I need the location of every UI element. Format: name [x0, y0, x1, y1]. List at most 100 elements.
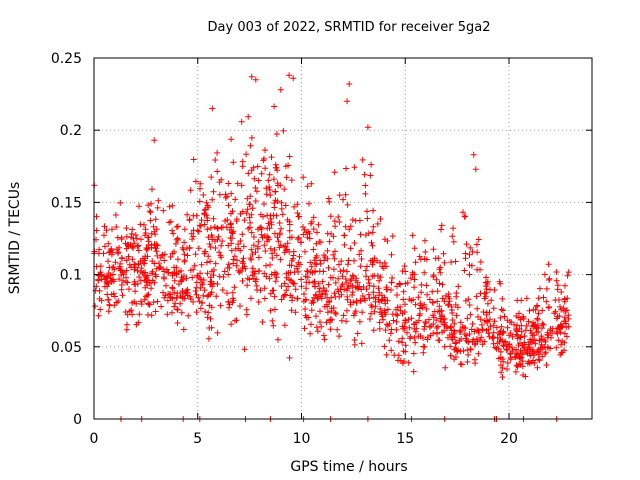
- data-point: [301, 325, 308, 332]
- data-point: [363, 286, 370, 293]
- data-point: [560, 307, 567, 314]
- data-point: [284, 216, 291, 223]
- data-point: [523, 349, 530, 356]
- data-point: [553, 344, 560, 351]
- data-point: [412, 339, 419, 346]
- data-point: [451, 320, 458, 327]
- data-point: [541, 271, 548, 278]
- data-point: [166, 219, 173, 226]
- data-point: [520, 315, 527, 322]
- data-point: [370, 207, 377, 214]
- data-point: [368, 161, 375, 168]
- data-point: [217, 302, 224, 309]
- data-point: [517, 347, 524, 354]
- data-point: [563, 307, 570, 314]
- data-point: [160, 274, 167, 281]
- data-point: [228, 136, 235, 143]
- data-point: [436, 303, 443, 310]
- data-point: [261, 201, 267, 207]
- data-point: [408, 297, 415, 304]
- data-point: [261, 242, 268, 249]
- data-point: [370, 223, 377, 230]
- data-point: [514, 332, 521, 339]
- data-point: [301, 291, 307, 297]
- data-point: [153, 241, 160, 248]
- data-point: [484, 281, 491, 287]
- data-point: [225, 261, 232, 268]
- data-point: [369, 242, 376, 249]
- data-point: [118, 234, 125, 241]
- data-point: [344, 268, 350, 275]
- data-point: [536, 357, 543, 364]
- data-point: [462, 297, 469, 304]
- data-point: [290, 75, 297, 82]
- data-point: [144, 234, 151, 241]
- data-point: [486, 309, 493, 316]
- data-point: [456, 337, 463, 344]
- data-point: [105, 308, 112, 315]
- plot-frame: [93, 57, 593, 420]
- data-point: [166, 203, 173, 210]
- data-point: [119, 292, 126, 299]
- data-point: [449, 233, 456, 240]
- data-point: [502, 339, 508, 346]
- data-point: [289, 294, 296, 301]
- data-point: [258, 170, 265, 177]
- data-point: [395, 357, 401, 364]
- data-point: [399, 335, 406, 342]
- data-point: [310, 214, 317, 221]
- data-point: [219, 287, 226, 293]
- data-point: [454, 304, 461, 311]
- data-point: [269, 317, 276, 324]
- data-point: [436, 337, 443, 344]
- data-point: [558, 349, 565, 356]
- data-point: [380, 265, 387, 272]
- data-point: [323, 288, 330, 294]
- data-point: [431, 308, 438, 315]
- data-points: [91, 72, 572, 422]
- data-point: [307, 259, 314, 266]
- data-point: [421, 255, 428, 262]
- data-point: [416, 253, 423, 260]
- data-point: [109, 226, 115, 233]
- data-point: [534, 316, 541, 323]
- data-point: [278, 296, 285, 303]
- data-point: [543, 285, 550, 292]
- data-point: [558, 341, 564, 348]
- data-point: [170, 230, 177, 237]
- data-point: [383, 351, 390, 358]
- data-point: [264, 233, 271, 240]
- data-point: [473, 293, 480, 300]
- data-point: [244, 282, 251, 289]
- data-point: [188, 296, 194, 302]
- data-point: [327, 213, 334, 220]
- data-point: [308, 220, 314, 227]
- data-point: [366, 316, 373, 322]
- data-point: [317, 308, 323, 315]
- data-point: [267, 192, 274, 199]
- data-point: [302, 296, 309, 303]
- y-tick-label: 0.05: [51, 340, 82, 356]
- data-point: [286, 262, 293, 269]
- data-point: [261, 285, 268, 292]
- data-point: [250, 242, 257, 249]
- data-point: [390, 317, 397, 324]
- data-point: [205, 234, 212, 241]
- data-point: [239, 208, 246, 215]
- data-point: [278, 225, 284, 232]
- data-point: [369, 229, 376, 236]
- data-point: [207, 281, 214, 288]
- data-point: [507, 330, 514, 337]
- data-point: [271, 103, 278, 110]
- data-point: [557, 303, 563, 310]
- data-point: [304, 274, 311, 281]
- data-point: [344, 287, 350, 294]
- data-point: [194, 273, 201, 279]
- data-point: [153, 226, 160, 233]
- data-point: [496, 278, 503, 285]
- data-point: [134, 280, 141, 287]
- data-point: [394, 312, 401, 319]
- data-point: [153, 273, 160, 280]
- data-point: [326, 238, 333, 245]
- data-point: [475, 329, 482, 336]
